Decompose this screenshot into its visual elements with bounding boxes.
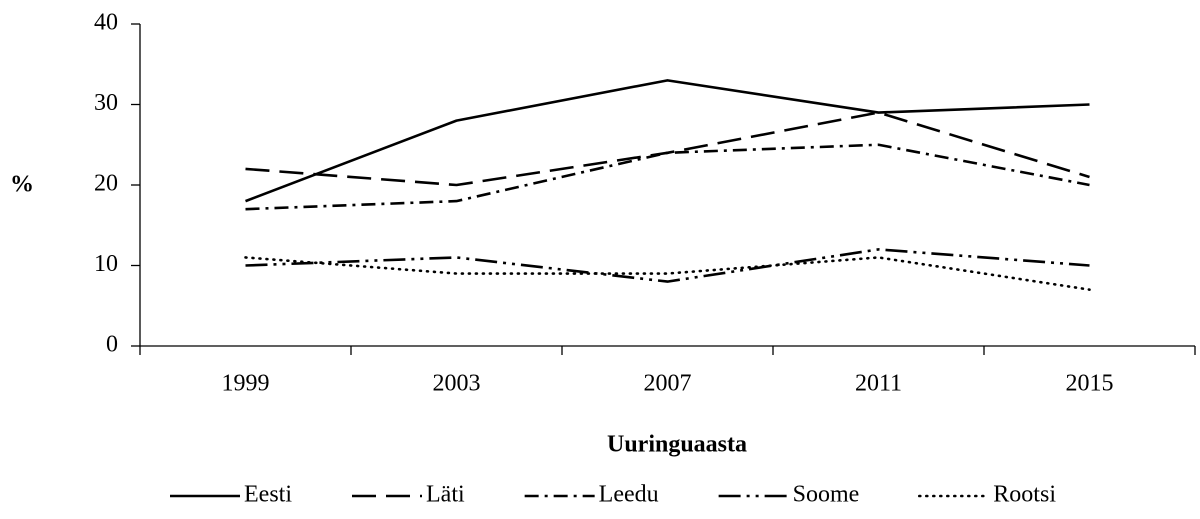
- y-tick-label: 10: [94, 251, 118, 277]
- y-tick-label: 20: [94, 171, 118, 197]
- x-tick-label: 2003: [433, 371, 481, 397]
- series-line: [245, 79, 1090, 203]
- x-axis-label: Uuringuaasta: [607, 432, 747, 458]
- y-tick-label: 40: [94, 10, 118, 36]
- x-tick-label: 2007: [644, 371, 692, 397]
- series-line: [244, 256, 1091, 291]
- legend-label: Soome: [793, 482, 860, 508]
- series-line: [245, 248, 1090, 283]
- legend-label: Eesti: [244, 482, 292, 508]
- x-tick-label: 2015: [1066, 371, 1114, 397]
- y-tick-label: 30: [94, 90, 118, 116]
- series-line: [245, 111, 1090, 187]
- legend-label: Läti: [426, 482, 465, 508]
- y-tick-label: 0: [106, 332, 118, 358]
- legend-label: Leedu: [599, 482, 659, 508]
- x-tick-label: 2011: [855, 371, 902, 397]
- y-axis-label: %: [10, 172, 34, 198]
- x-tick-label: 1999: [222, 371, 270, 397]
- legend-label: Rootsi: [993, 482, 1056, 508]
- series-line: [245, 143, 1090, 211]
